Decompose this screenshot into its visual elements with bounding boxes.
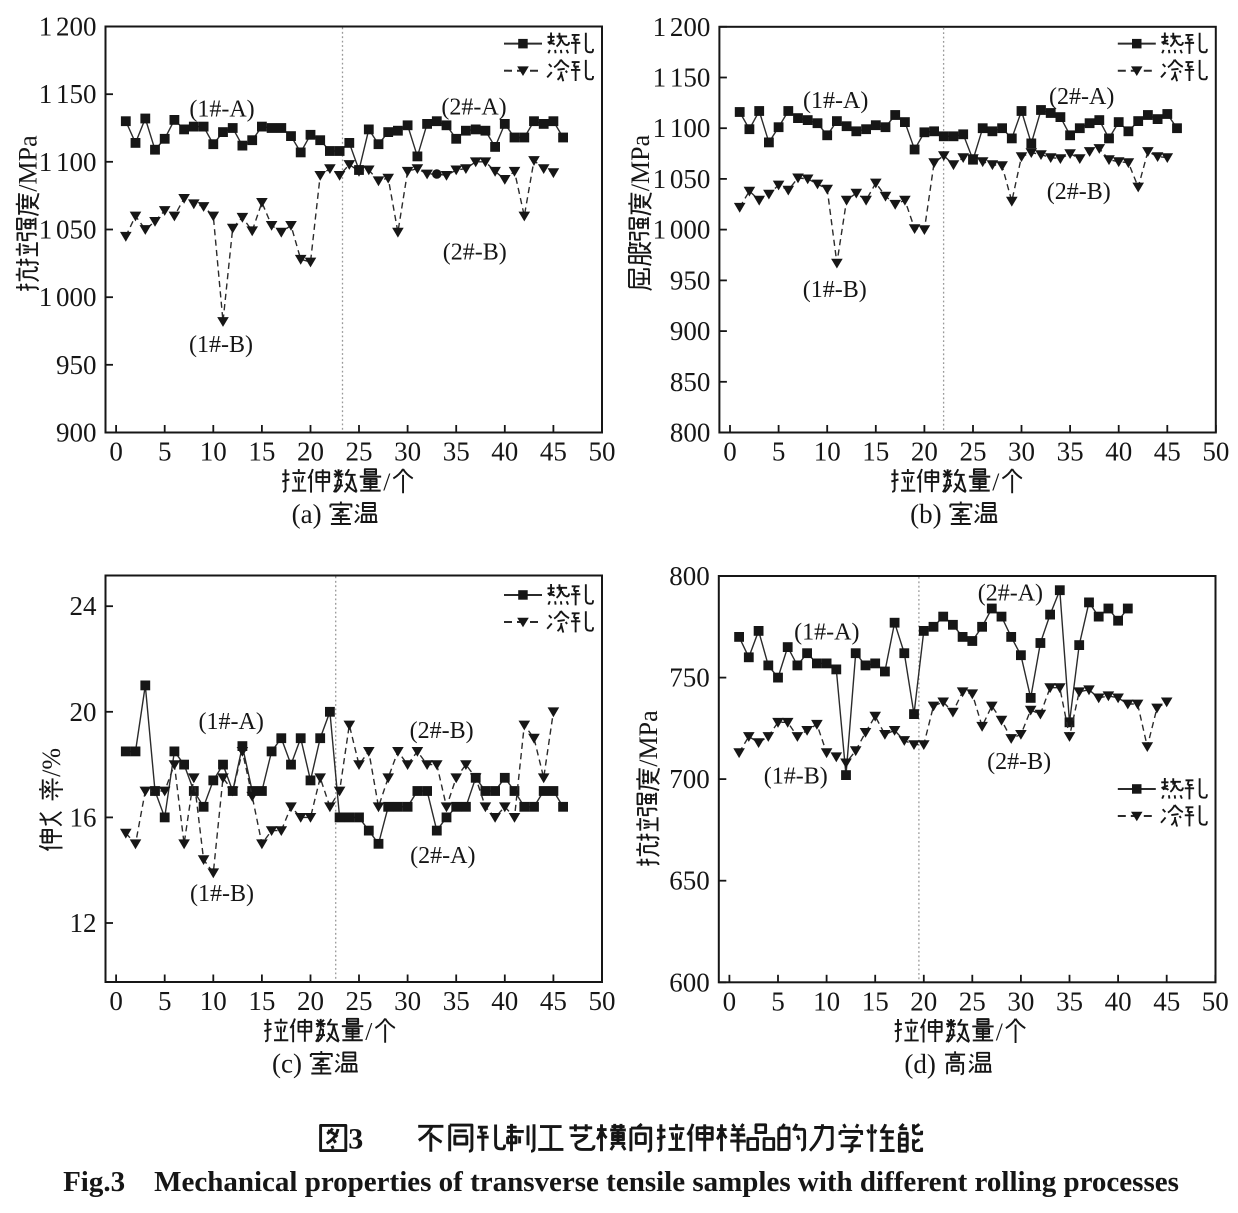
svg-text:/%: /%: [37, 748, 66, 777]
svg-text:50: 50: [589, 437, 616, 467]
svg-text:(b): (b): [910, 499, 941, 529]
svg-text:20: 20: [297, 986, 324, 1016]
svg-text:40: 40: [491, 986, 518, 1016]
svg-text:20: 20: [70, 697, 97, 727]
svg-text:(2#-B): (2#-B): [443, 240, 507, 266]
svg-text:20: 20: [297, 437, 324, 467]
svg-text:15: 15: [248, 986, 275, 1016]
svg-text:0: 0: [109, 986, 123, 1016]
svg-text:(1#-B): (1#-B): [190, 881, 254, 907]
svg-text:24: 24: [70, 591, 98, 621]
svg-text:(1#-B): (1#-B): [764, 764, 828, 790]
svg-text:50: 50: [1202, 437, 1229, 467]
svg-text:10: 10: [814, 437, 841, 467]
svg-text:(2#-B): (2#-B): [987, 749, 1051, 775]
svg-text:20: 20: [911, 437, 938, 467]
svg-text:30: 30: [1008, 437, 1035, 467]
svg-text:/MPa: /MPa: [634, 710, 663, 767]
svg-text:(1#-B): (1#-B): [189, 332, 253, 358]
svg-text:35: 35: [1057, 437, 1084, 467]
svg-text:/MPa: /MPa: [14, 135, 43, 192]
svg-text:(2#-B): (2#-B): [1047, 179, 1111, 205]
svg-text:35: 35: [443, 437, 470, 467]
svg-text:(2#-A): (2#-A): [978, 580, 1043, 606]
svg-text:50: 50: [589, 986, 616, 1016]
svg-text:(d): (d): [904, 1049, 935, 1079]
svg-text:(1#-B): (1#-B): [803, 277, 867, 303]
svg-text:45: 45: [540, 986, 567, 1016]
svg-text:25: 25: [960, 437, 987, 467]
svg-text:40: 40: [491, 437, 518, 467]
svg-text:5: 5: [771, 986, 785, 1016]
svg-text:10: 10: [200, 437, 227, 467]
svg-text:10: 10: [200, 986, 227, 1016]
svg-text:/MPa: /MPa: [626, 134, 655, 191]
svg-text:35: 35: [443, 986, 470, 1016]
svg-text:800: 800: [669, 561, 710, 591]
svg-text:1 050: 1 050: [653, 164, 711, 194]
svg-text:30: 30: [394, 986, 421, 1016]
svg-text:(1#-A): (1#-A): [199, 709, 264, 735]
svg-text:(2#-A): (2#-A): [410, 843, 475, 869]
svg-text:3: 3: [348, 1123, 386, 1156]
svg-text:900: 900: [670, 316, 711, 346]
svg-text:20: 20: [910, 986, 937, 1016]
svg-text:/: /: [383, 467, 391, 496]
svg-text:950: 950: [56, 350, 97, 380]
svg-text:(2#-A): (2#-A): [1049, 84, 1114, 110]
svg-text:950: 950: [670, 265, 711, 295]
svg-text:30: 30: [394, 437, 421, 467]
svg-text:15: 15: [862, 437, 889, 467]
svg-text:1 100: 1 100: [39, 147, 97, 177]
svg-text:Fig.3 Mechanical properties: Fig.3 Mechanical properties of transvers…: [63, 1166, 1179, 1198]
svg-text:1 200: 1 200: [39, 12, 97, 42]
svg-text:1 200: 1 200: [653, 12, 711, 42]
svg-text:40: 40: [1105, 437, 1132, 467]
svg-text:25: 25: [959, 986, 986, 1016]
svg-text:45: 45: [540, 437, 567, 467]
svg-text:1 150: 1 150: [39, 79, 97, 109]
svg-text:/: /: [992, 467, 1000, 496]
svg-text:1 000: 1 000: [39, 282, 97, 312]
svg-text:(1#-A): (1#-A): [794, 619, 859, 645]
svg-text:/: /: [365, 1017, 373, 1046]
svg-text:15: 15: [862, 986, 889, 1016]
svg-text:45: 45: [1153, 986, 1180, 1016]
svg-text:35: 35: [1056, 986, 1083, 1016]
svg-text:1 050: 1 050: [39, 215, 97, 245]
svg-text:0: 0: [723, 986, 737, 1016]
svg-text:(a): (a): [292, 499, 322, 529]
svg-text:(1#-A): (1#-A): [189, 97, 254, 123]
svg-text:45: 45: [1154, 437, 1181, 467]
svg-text:650: 650: [669, 866, 710, 896]
svg-text:0: 0: [723, 437, 737, 467]
svg-text:5: 5: [772, 437, 786, 467]
svg-text:25: 25: [346, 437, 373, 467]
svg-text:850: 850: [670, 367, 711, 397]
svg-text:600: 600: [669, 967, 710, 997]
svg-text:1 100: 1 100: [653, 113, 711, 143]
svg-text:5: 5: [158, 986, 172, 1016]
svg-text:16: 16: [70, 802, 97, 832]
svg-text:15: 15: [248, 437, 275, 467]
svg-text:900: 900: [56, 418, 97, 448]
svg-text:750: 750: [669, 663, 710, 693]
svg-text:12: 12: [70, 908, 97, 938]
svg-text:700: 700: [669, 764, 710, 794]
svg-text:/: /: [996, 1017, 1004, 1046]
svg-text:10: 10: [813, 986, 840, 1016]
svg-text:800: 800: [670, 418, 711, 448]
svg-text:(2#-B): (2#-B): [410, 718, 474, 744]
svg-text:25: 25: [346, 986, 373, 1016]
svg-text:5: 5: [158, 437, 172, 467]
svg-text:(c): (c): [272, 1049, 302, 1079]
svg-text:0: 0: [109, 437, 123, 467]
svg-text:40: 40: [1105, 986, 1132, 1016]
svg-text:(1#-A): (1#-A): [803, 88, 868, 114]
svg-text:1 000: 1 000: [653, 215, 711, 245]
svg-text:30: 30: [1007, 986, 1034, 1016]
svg-text:1 150: 1 150: [653, 63, 711, 93]
svg-text:(2#-A): (2#-A): [441, 95, 506, 121]
svg-text:50: 50: [1202, 986, 1229, 1016]
